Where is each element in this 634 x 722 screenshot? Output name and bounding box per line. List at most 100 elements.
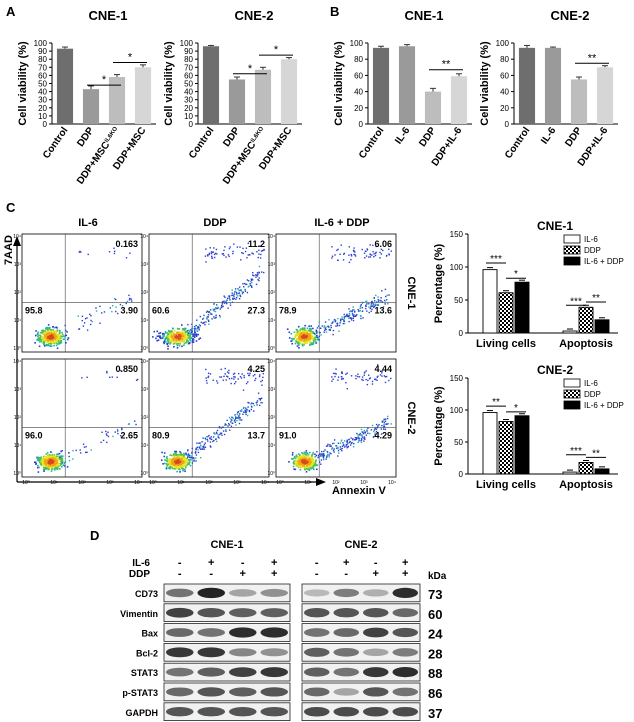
flow-event [390,423,393,425]
flow-event [86,451,88,454]
flow-event [297,331,299,334]
flow-event [210,436,212,438]
flow-event [183,333,186,336]
flow-event [72,458,74,460]
flow-event [45,459,47,462]
flow-event [240,410,243,413]
flow-event [176,336,179,339]
flow-event [352,438,354,441]
flow-event [343,317,345,320]
flow-tick-y: 10⁴ [140,359,148,365]
flow-event [50,343,52,345]
flow-event [300,337,302,340]
flow-event [371,383,374,385]
y-tick-label: 60 [184,71,193,80]
flow-event [181,461,184,464]
flow-event [228,424,231,426]
flow-event [375,423,378,426]
flow-event [299,462,302,465]
flow-event [304,329,306,331]
flow-event [55,326,58,329]
flow-event [309,329,312,332]
flow-event [209,438,211,440]
flow-event [309,334,312,336]
y-tick-label: 90 [184,47,193,56]
flow-event [365,250,367,252]
wb-strip [163,682,291,702]
flow-event [41,458,44,461]
flow-event [256,400,259,402]
flow-event [40,457,43,460]
flow-event [247,374,250,377]
flow-event [363,429,366,432]
y-tick-label: 100 [350,39,364,48]
flow-event [181,336,183,339]
flow-event [58,338,61,341]
flow-event [326,453,329,456]
wb-band [304,608,330,618]
significance-label: *** [570,296,582,307]
flow-event [301,334,303,336]
flow-event [113,297,116,300]
flow-event [61,331,63,334]
flow-event [300,466,302,469]
flow-event [296,345,299,347]
flow-event [384,376,387,378]
flow-event [381,421,384,423]
flow-event [164,459,166,461]
flow-event [45,460,48,463]
flow-event [250,403,252,405]
legend-swatch [563,256,581,266]
flow-event [188,456,191,459]
flow-event [162,334,165,336]
flow-event [223,375,225,378]
legend-swatch [563,389,581,399]
flow-event [376,376,378,378]
wb-protein-label: STAT3 [131,668,158,678]
flow-event [341,316,343,318]
flow-event [57,340,60,342]
flow-event [333,442,335,444]
flow-event [299,454,301,456]
flow-tick-y: 10⁰ [267,346,275,352]
flow-event [241,419,243,421]
panel-letter-d: D [90,528,99,543]
bar [570,79,588,124]
flow-event [174,461,177,464]
bar [544,47,562,124]
flow-event [45,343,48,346]
flow-event [50,451,53,454]
flow-event [368,311,370,314]
flow-event [306,458,308,461]
wb-ddp-sign: - [178,568,182,580]
flow-event [311,343,313,346]
flow-event [243,374,245,377]
flow-event [50,342,53,344]
flow-event [369,256,372,258]
flow-event [348,317,350,319]
flow-event [303,462,306,465]
flow-event [61,459,64,462]
flow-event [194,457,197,459]
flow-event [388,253,390,255]
y-tick-label: 10 [184,112,193,121]
flow-event [232,298,234,300]
flow-event [205,311,208,313]
flow-event [342,322,344,325]
flow-event [318,335,321,338]
flow-event [61,457,63,459]
flow-event [232,250,234,253]
flow-event [253,410,255,412]
flow-event [182,334,185,337]
flow-event [103,311,106,313]
flow-event [53,341,56,343]
flow-event [42,329,44,332]
flow-event [311,457,313,460]
flow-event [189,339,192,342]
wb-band [363,667,389,678]
flow-event [46,456,49,459]
flow-event [53,454,56,456]
flow-event [352,314,354,316]
flow-event [341,445,344,448]
